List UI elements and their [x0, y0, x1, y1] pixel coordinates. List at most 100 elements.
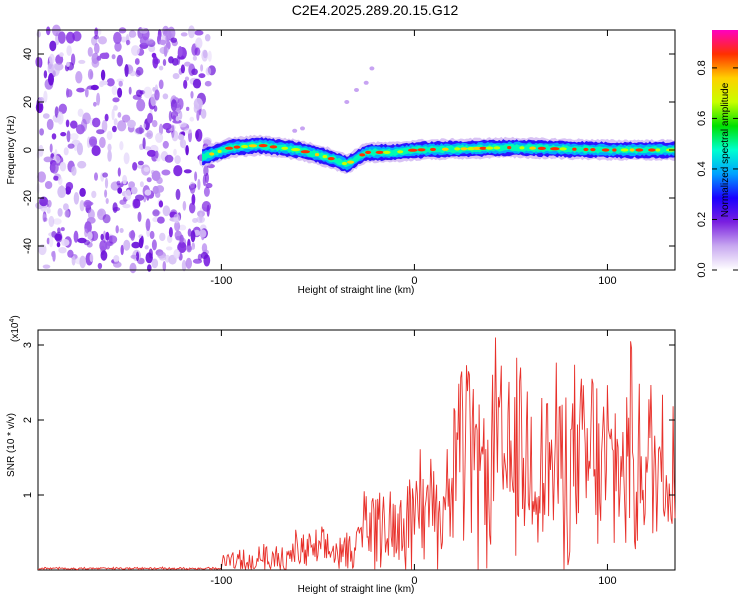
noise-blob: [191, 193, 196, 206]
noise-blob: [193, 104, 199, 113]
snr-frame: [37, 329, 676, 571]
noise-blob: [177, 46, 183, 58]
noise-blob: [43, 156, 53, 163]
noise-blob: [145, 252, 153, 264]
noise-blob: [111, 108, 115, 121]
noise-blob: [183, 79, 188, 89]
noise-blob: [46, 207, 51, 214]
noise-blob: [144, 245, 149, 250]
noise-blob: [42, 113, 50, 119]
noise-blob: [135, 251, 140, 262]
noise-blob: [189, 116, 195, 122]
noise-blob: [199, 212, 203, 223]
noise-blob: [52, 250, 56, 262]
noise-blob: [197, 178, 201, 191]
noise-blob: [149, 230, 155, 240]
colorbar-tick-label: 0.0: [696, 262, 708, 277]
colorbar-gradient: [712, 30, 738, 270]
noise-blob: [123, 152, 130, 165]
noise-blob: [144, 146, 152, 151]
noise-blob: [127, 119, 136, 128]
noise-blob: [202, 137, 212, 145]
ridge-hotspot: [620, 148, 629, 152]
heatmap-y-tick-label: -20: [22, 190, 34, 206]
snr-y-tick-label: 3: [22, 342, 34, 348]
noise-blob: [146, 177, 152, 183]
noise-blob: [118, 80, 123, 87]
noise-blob: [70, 133, 79, 141]
noise-blob: [57, 208, 63, 217]
noise-blob: [161, 169, 171, 176]
noise-blob: [128, 30, 137, 38]
ridge-hotspot: [460, 147, 468, 151]
noise-blob: [131, 45, 140, 56]
noise-blob: [158, 200, 164, 208]
noise-blob: [186, 245, 192, 253]
noise-blob: [48, 235, 54, 248]
noise-blob: [201, 49, 208, 62]
noise-blob: [173, 102, 182, 115]
snr-x-tick-label: 100: [598, 575, 616, 587]
ridge-hotspot: [241, 144, 249, 149]
noise-blob: [112, 125, 117, 133]
noise-blob: [135, 127, 145, 134]
noise-blob: [207, 50, 212, 62]
noise-blob: [147, 112, 153, 124]
ridge-hotspot: [655, 148, 661, 152]
ridge-hotspot: [583, 147, 589, 152]
noise-blob: [105, 231, 110, 241]
noise-blob: [55, 54, 64, 65]
noise-blob: [152, 209, 160, 217]
noise-blob: [51, 63, 60, 77]
noise-blob: [195, 37, 203, 49]
noise-blob: [70, 120, 78, 129]
noise-blob: [113, 255, 120, 263]
noise-blob: [179, 110, 183, 120]
noise-blob: [175, 116, 180, 122]
noise-blob: [129, 70, 136, 77]
noise-blob: [124, 64, 129, 77]
noise-blob: [87, 47, 93, 57]
scatter-blob: [292, 128, 298, 133]
noise-blob: [104, 113, 109, 122]
noise-blob: [162, 59, 167, 66]
ridge-hotspot: [341, 161, 348, 166]
noise-blob: [154, 89, 160, 101]
noise-blob: [173, 148, 177, 156]
noise-blob: [49, 40, 57, 52]
noise-blob: [77, 237, 87, 244]
noise-blob: [39, 128, 44, 136]
ridge-hotspot: [454, 147, 461, 151]
noise-blob: [96, 92, 101, 106]
noise-blob: [46, 26, 51, 36]
noise-blob: [122, 174, 128, 185]
ridge-hotspot: [559, 147, 567, 151]
noise-blob: [195, 130, 199, 140]
noise-blob: [145, 38, 154, 44]
noise-blob: [105, 240, 111, 250]
ridge-hotspot: [507, 146, 512, 150]
noise-blob: [113, 105, 118, 111]
noise-blob: [180, 64, 185, 74]
colorbar-label: Normalized spectral amplitude: [720, 82, 731, 217]
noise-blob: [107, 150, 112, 162]
noise-blob: [99, 80, 105, 88]
noise-blob: [88, 136, 98, 147]
scatter-blob: [344, 100, 350, 104]
noise-blob: [136, 66, 144, 76]
noise-blob: [73, 230, 79, 243]
noise-blob: [76, 87, 85, 93]
ridge-hotspot: [485, 146, 494, 150]
ridge-hotspot: [383, 150, 391, 154]
noise-blob: [84, 228, 88, 238]
noise-blob: [117, 167, 121, 177]
noise-blob: [37, 171, 46, 183]
colorbar: 0.0 0.2 0.4 0.6 0.8 Normalized spectral ampl…: [696, 30, 738, 278]
noise-blob: [185, 257, 192, 269]
noise-blob: [57, 111, 64, 125]
noise-blob: [113, 261, 122, 268]
noise-blob: [165, 33, 170, 44]
noise-blob: [77, 108, 84, 118]
noise-blob: [65, 31, 75, 44]
